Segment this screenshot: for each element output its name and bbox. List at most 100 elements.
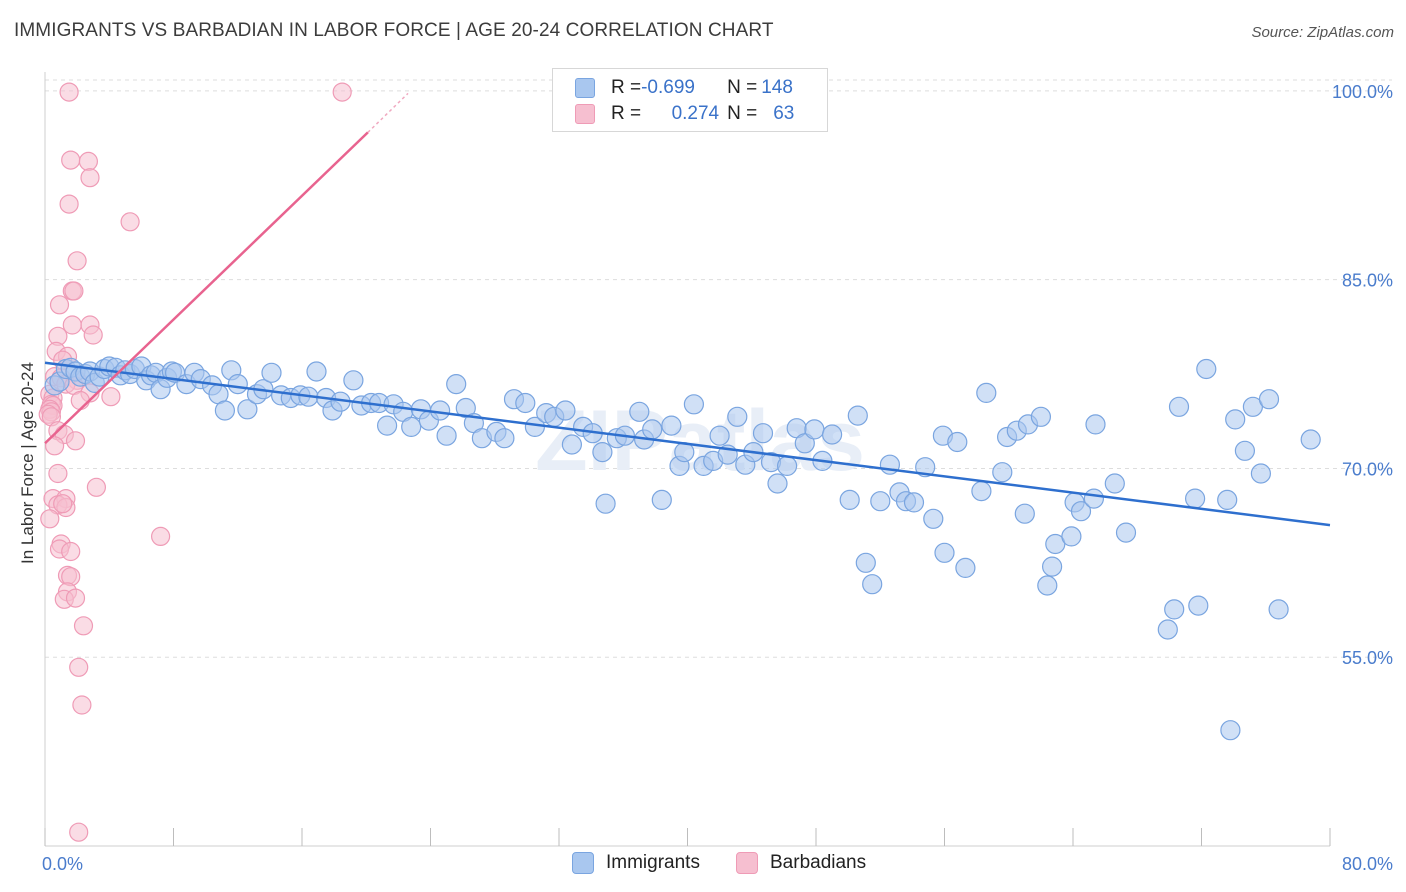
immigrants-point [592,442,613,463]
barbadians-point [49,295,70,315]
immigrants-point [1061,526,1082,547]
immigrants-point [794,433,815,454]
barbadians-point [73,616,94,636]
immigrants-point [727,406,748,427]
immigrants-point [1070,501,1092,522]
barbadians-point [78,151,99,171]
immigrants-point [401,416,422,437]
tick-labels: 55.0% 70.0% 85.0% 100.0% 0.0% 80.0% [42,82,1393,874]
immigrants-point [683,394,705,415]
y-tick-label: 100.0% [1332,82,1393,102]
immigrants-point [561,434,583,455]
immigrants-point [261,362,282,383]
immigrants-point [1184,488,1206,509]
immigrants-point [446,374,467,395]
immigrants-point [903,492,925,513]
immigrants-point [555,400,576,421]
barbadians-point [70,390,90,411]
y-tick-label: 55.0% [1342,648,1393,668]
barbadians-point [67,251,87,271]
immigrants-point [629,401,650,422]
barbadians-point [44,436,65,456]
immigrants-point [237,399,258,420]
immigrants-point [870,491,891,512]
barbadians-point [65,431,86,451]
trend-lines [44,92,1331,527]
legend-label: Immigrants [606,852,700,873]
y-tick-label: 85.0% [1342,271,1393,291]
immigrants-point [1196,358,1217,380]
immigrants-point [934,542,955,563]
r-value: 0.274 [671,103,720,124]
barbadians-point [86,477,107,497]
immigrants-point [947,431,968,453]
barbadians-point [69,657,89,677]
legend-row-barbadians: R = 0.274 N = 63 [575,102,794,126]
barbadians-point [61,541,81,562]
immigrants-point [862,574,883,595]
legend-item-barbadians[interactable]: Barbadians [736,852,866,874]
r-label: R = [611,103,642,124]
immigrants-point [1104,473,1125,494]
immigrants-point [776,455,798,476]
n-label: N = [727,103,758,124]
immigrants-point [494,428,515,449]
barbadians-point [59,194,79,214]
immigrants-point [1014,503,1035,524]
barbadians-point [65,588,86,608]
immigrants-point [1037,575,1058,596]
barbadians-point [332,82,352,102]
immigrants-point [436,425,457,446]
immigrants-point [855,552,876,573]
immigrants-point [971,481,992,502]
r-value: -0.699 [641,77,695,98]
legend-item-immigrants[interactable]: Immigrants [572,852,700,874]
immigrants-point [976,382,997,403]
immigrants-point [709,425,730,446]
immigrants-point [1168,396,1190,417]
barbadians-point [61,150,81,170]
barbadians-swatch [736,852,758,874]
immigrants-point [651,489,672,510]
immigrants-point [847,405,868,426]
immigrants-point [804,419,825,440]
immigrants-trend-line [44,361,1331,527]
chart-title: IMMIGRANTS VS BARBADIAN IN LABOR FORCE |… [14,20,774,41]
barbadians-swatch [575,104,595,124]
barbadians-points [38,82,352,842]
immigrants-point [992,462,1013,483]
immigrants-swatch [575,78,595,98]
immigrants-point [1300,429,1321,450]
immigrants-point [839,489,860,510]
correlation-legend: R = -0.699 N = 148 R = 0.274 N = 63 [552,68,828,132]
immigrants-point [214,400,235,421]
barbadians-point [64,281,84,301]
barbadians-point [83,325,103,345]
barbadians-point [59,82,79,102]
immigrants-point [642,419,663,440]
immigrants-point [1220,720,1241,741]
immigrants-point [915,457,936,478]
barbadians-trend-extension [367,92,409,133]
n-label: N = [727,77,758,98]
r-label: R = [611,77,642,98]
immigrants-point [821,424,843,445]
immigrants-point [767,473,788,494]
x-tick-label-min: 0.0% [42,854,83,874]
immigrants-point [955,557,976,579]
barbadians-point [53,494,73,514]
barbadians-point [80,168,100,188]
immigrants-point [306,361,327,382]
axes [44,72,1331,847]
immigrants-point [515,392,536,414]
immigrants-point [595,493,616,514]
immigrants-point [1164,599,1185,620]
immigrants-point [1115,522,1137,543]
immigrants-point [1083,488,1105,509]
series-legend: Immigrants Barbadians [0,852,1406,876]
immigrants-point [1258,389,1280,410]
immigrants-point [1217,489,1238,510]
immigrants-point [1234,440,1256,461]
barbadians-point [101,387,121,407]
